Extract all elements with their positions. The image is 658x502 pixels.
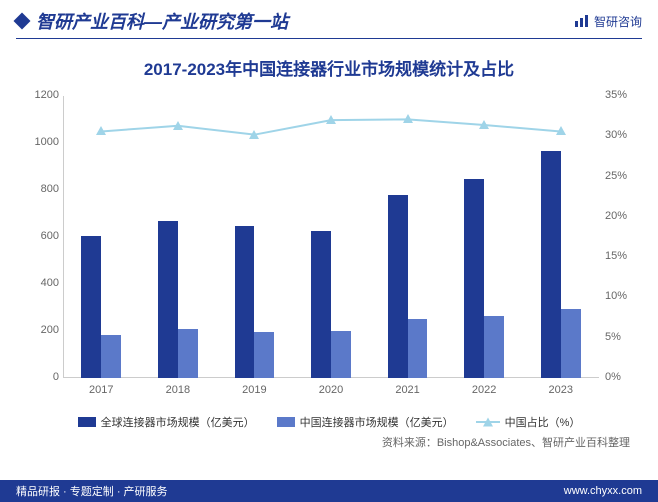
header-title: 智研产业百科—产业研究第一站 [36,8,288,34]
x-tick: 2018 [166,384,190,396]
marker-ratio [479,120,489,129]
x-tick: 2017 [89,384,113,396]
y-right-tick: 5% [605,331,621,343]
header-left: 智研产业百科—产业研究第一站 [16,8,288,34]
brand-text: 智研咨询 [594,13,642,30]
chart-title: 2017-2023年中国连接器行业市场规模统计及占比 [0,41,658,88]
y-left-tick: 600 [29,230,59,242]
y-left-tick: 800 [29,183,59,195]
marker-ratio [326,115,336,124]
source-text: Bishop&Associates、智研产业百科整理 [437,437,630,449]
marker-ratio [249,130,259,139]
y-right-tick: 35% [605,89,627,101]
plot-region [63,96,599,378]
line-ratio [63,96,599,378]
y-right-tick: 10% [605,290,627,302]
x-tick: 2023 [548,384,572,396]
x-tick: 2021 [395,384,419,396]
legend-swatch-icon [277,417,295,427]
source-label: 资料来源： [382,437,437,449]
y-right-tick: 25% [605,170,627,182]
footer-bar: 精品研报 · 专题定制 · 产研服务 www.chyxx.com [0,480,658,502]
legend-line-icon [476,421,500,423]
x-tick: 2022 [472,384,496,396]
legend-swatch-icon [78,417,96,427]
y-left-tick: 1000 [29,136,59,148]
header-rule [16,38,642,39]
diamond-icon [14,13,31,30]
marker-ratio [403,114,413,123]
footer-left: 精品研报 · 专题定制 · 产研服务 [16,483,168,499]
y-right-tick: 15% [605,250,627,262]
y-left-tick: 1200 [29,89,59,101]
marker-ratio [556,126,566,135]
header-brand: 智研咨询 [574,13,642,30]
y-left-tick: 0 [29,371,59,383]
y-right-tick: 0% [605,371,621,383]
marker-ratio [96,126,106,135]
x-tick: 2020 [319,384,343,396]
header: 智研产业百科—产业研究第一站 智研咨询 [0,0,658,38]
y-right-tick: 30% [605,129,627,141]
y-right-tick: 20% [605,210,627,222]
y-left-tick: 200 [29,324,59,336]
marker-ratio [173,121,183,130]
x-tick: 2019 [242,384,266,396]
source-line: 资料来源：Bishop&Associates、智研产业百科整理 [0,430,658,450]
y-left-tick: 400 [29,277,59,289]
footer-right: www.chyxx.com [564,485,642,497]
chart-area: 0 200 400 600 800 1000 1200 0% 5% 10% 15% 20% 25% 30%… [19,88,639,418]
bar-chart-icon [574,14,590,28]
